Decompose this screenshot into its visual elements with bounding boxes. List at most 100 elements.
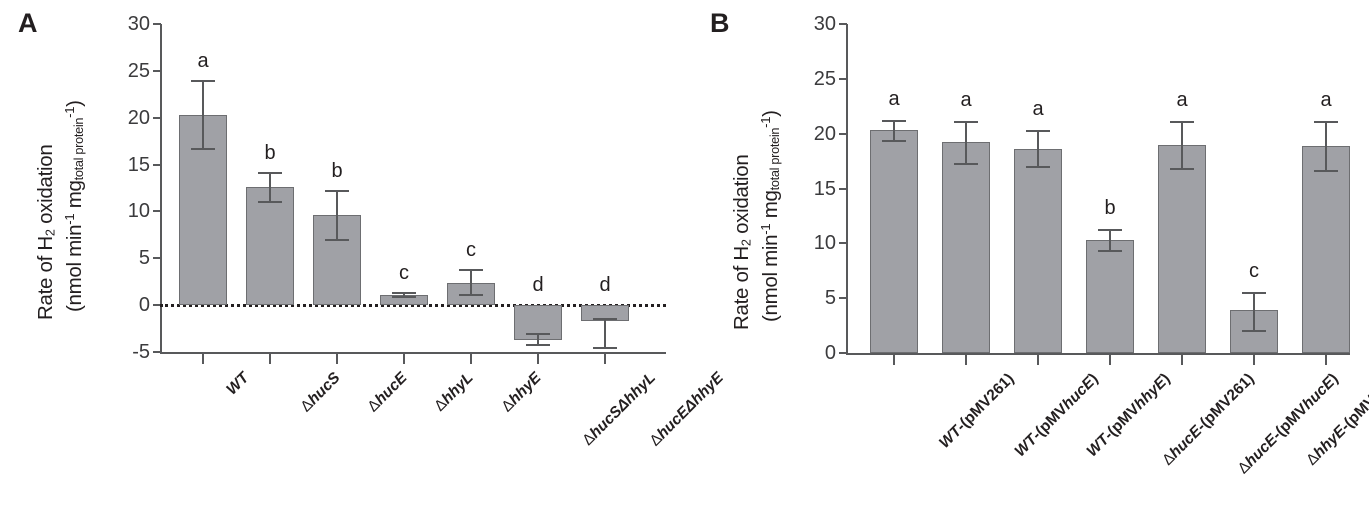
error-bar-cap-upper [954, 120, 978, 123]
y-tick [153, 210, 161, 213]
error-bar-cap-lower [954, 163, 978, 166]
x-tick [1253, 355, 1255, 365]
x-tick [537, 354, 539, 364]
significance-letter: c [399, 261, 409, 284]
significance-letter: a [1032, 98, 1044, 121]
error-bar [269, 173, 271, 203]
x-tick [1325, 355, 1327, 365]
x-tick [336, 354, 338, 364]
error-bar-cap-lower [1314, 169, 1338, 172]
y-tick [153, 257, 161, 260]
error-bar-cap-upper [593, 318, 617, 321]
panel-a: A Rate of H2 oxidation (nmol min-1 mgtot… [18, 8, 727, 450]
y-tick-label: 20 [813, 122, 836, 145]
error-bar-cap-upper [191, 80, 215, 83]
significance-letter: b [331, 159, 343, 182]
bar [1014, 149, 1062, 353]
x-axis-label: ΔhucS [297, 369, 344, 416]
significance-letter: a [197, 50, 209, 73]
x-tick [1181, 355, 1183, 365]
error-bar-cap-upper [882, 119, 906, 122]
significance-letter: d [599, 274, 611, 297]
error-bar-cap-upper [1242, 291, 1266, 294]
error-bar-cap-lower [258, 201, 282, 204]
y-axis-line [846, 24, 848, 353]
error-bar-cap-lower [459, 293, 483, 296]
error-bar-cap-upper [392, 291, 416, 294]
y-tick-label: 0 [824, 342, 836, 364]
y-tick [839, 242, 847, 245]
error-bar-cap-lower [325, 238, 349, 241]
x-tick [202, 354, 204, 364]
bar [1302, 145, 1350, 353]
y-tick-label: -5 [132, 341, 150, 363]
error-bar-cap-lower [526, 344, 550, 347]
x-tick [403, 354, 405, 364]
x-tick [470, 354, 472, 364]
significance-letter: c [1249, 259, 1259, 282]
significance-letter: c [466, 238, 476, 261]
error-bar [965, 121, 967, 165]
y-tick-label: 20 [127, 106, 150, 129]
y-tick [839, 187, 847, 190]
y-tick-label: 10 [813, 232, 836, 255]
error-bar-cap-upper [1314, 120, 1338, 123]
significance-letter: a [1176, 88, 1188, 111]
panel-a-plot-area: -5 0 5 10 15 20 25 30 a WT b ΔhucS b ΔhucE c ΔhhyL c Δhhy… [127, 13, 727, 450]
error-bar-cap-lower [882, 140, 906, 143]
y-tick [153, 69, 161, 72]
panel-a-letter: A [18, 8, 38, 38]
error-bar [470, 269, 472, 295]
error-bar-cap-lower [392, 295, 416, 298]
x-axis-label: ΔhucE-(pMV261) [1159, 370, 1258, 469]
y-tick [839, 132, 847, 135]
panel-b-letter: B [710, 8, 730, 38]
x-axis-line [160, 352, 666, 354]
bar [246, 187, 294, 306]
error-bar [537, 334, 539, 346]
y-tick [839, 77, 847, 80]
x-tick [1037, 355, 1039, 365]
error-bar [1325, 121, 1327, 171]
bar [870, 130, 918, 353]
y-tick [839, 297, 847, 300]
y-tick-label: 25 [813, 67, 836, 90]
bar [1158, 144, 1206, 353]
x-tick [604, 354, 606, 364]
bar [942, 142, 990, 353]
y-tick-label: 15 [127, 153, 150, 176]
error-bar [893, 120, 895, 142]
y-tick-label: 30 [127, 13, 150, 35]
y-tick [839, 23, 847, 25]
y-tick [153, 23, 161, 25]
x-tick [965, 355, 967, 365]
bar [1086, 240, 1134, 353]
error-bar [336, 190, 338, 240]
error-bar-cap-lower [191, 147, 215, 150]
error-bar [1181, 121, 1183, 169]
x-axis-label: WT-(pMV261) [936, 370, 1018, 452]
error-bar [1037, 131, 1039, 167]
error-bar-cap-upper [459, 268, 483, 271]
y-tick-label: 10 [127, 200, 150, 223]
x-axis-line [846, 353, 1350, 355]
error-bar [403, 292, 405, 297]
y-tick-label: 30 [813, 13, 836, 35]
y-tick-label: 5 [824, 287, 836, 310]
error-bar-cap-upper [258, 172, 282, 174]
error-bar [202, 81, 204, 149]
y-tick [153, 351, 161, 353]
error-bar [1253, 292, 1255, 332]
error-bar-cap-upper [1098, 229, 1122, 232]
y-tick-label: 25 [127, 59, 150, 82]
error-bar-cap-lower [1098, 250, 1122, 252]
error-bar-cap-upper [526, 333, 550, 336]
error-bar-cap-lower [1170, 167, 1194, 170]
y-tick-label: 15 [813, 177, 836, 200]
error-bar-cap-lower [1242, 330, 1266, 333]
x-tick [269, 354, 271, 364]
zero-reference-line [160, 304, 666, 308]
significance-letter: a [1320, 88, 1332, 111]
y-tick [153, 163, 161, 166]
